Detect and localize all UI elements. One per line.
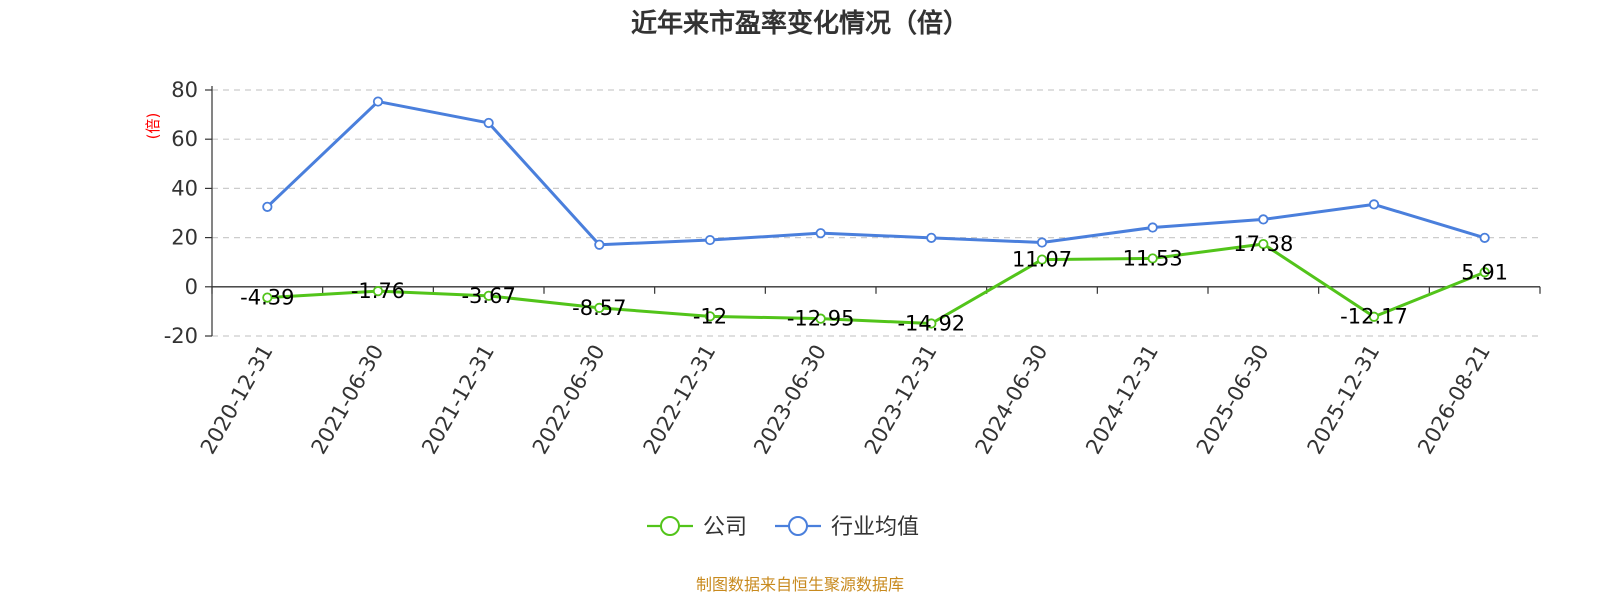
- x-tick-label: 2022-06-30: [528, 341, 610, 459]
- data-label-company: -12.17: [1340, 305, 1408, 329]
- data-point-industry-avg[interactable]: [926, 232, 937, 243]
- data-point-company[interactable]: [704, 311, 716, 322]
- data-point-industry-avg[interactable]: [1258, 214, 1269, 225]
- y-tick-label: -20: [164, 324, 198, 348]
- data-label-company: 11.07: [1012, 248, 1072, 272]
- x-tick-label: 2023-12-31: [860, 341, 942, 459]
- legend-item-industry-avg[interactable]: 行业均值: [775, 515, 919, 540]
- data-point-industry-avg[interactable]: [372, 96, 384, 107]
- x-tick-label: 2025-06-30: [1192, 341, 1274, 459]
- y-tick-label: 40: [171, 176, 198, 200]
- series-line-industry-avg: [266, 100, 1486, 247]
- x-tick-label: 2026-08-21: [1413, 341, 1495, 459]
- y-tick-label: 0: [185, 275, 198, 299]
- data-point-company[interactable]: [262, 292, 273, 303]
- data-point-industry-avg[interactable]: [704, 234, 716, 246]
- data-point-industry-avg[interactable]: [1147, 222, 1158, 233]
- data-point-company[interactable]: [1258, 238, 1269, 250]
- data-point-company[interactable]: [1147, 253, 1158, 264]
- x-tick-label: 2024-12-31: [1081, 341, 1163, 459]
- data-label-company: 17.38: [1233, 232, 1293, 256]
- data-point-company[interactable]: [594, 302, 605, 313]
- data-point-company[interactable]: [815, 313, 826, 324]
- grid-layer: [212, 89, 1540, 337]
- chart-title: 近年来市盈率变化情况（倍）: [631, 8, 969, 39]
- y-axis-unit: (倍): [144, 113, 162, 140]
- data-label-company: -12: [693, 304, 727, 328]
- legend-marker-icon: [660, 516, 680, 536]
- series-layer: [262, 96, 1490, 329]
- data-point-industry-avg[interactable]: [483, 117, 494, 129]
- data-point-industry-avg[interactable]: [262, 201, 273, 212]
- data-label-company: -8.57: [572, 296, 626, 320]
- y-tick-label: 80: [171, 78, 198, 102]
- data-point-industry-avg[interactable]: [1479, 232, 1490, 243]
- x-tick-label: 2021-12-31: [417, 341, 499, 459]
- x-tick-label: 2024-06-30: [971, 341, 1053, 459]
- data-point-company[interactable]: [372, 286, 384, 297]
- data-label-company: 11.53: [1123, 246, 1183, 270]
- data-label-company: 5.91: [1461, 260, 1508, 284]
- data-point-industry-avg[interactable]: [1368, 199, 1380, 210]
- data-point-company[interactable]: [1036, 254, 1048, 265]
- data-point-company[interactable]: [926, 318, 937, 329]
- x-tick-label: 2025-12-31: [1303, 341, 1385, 459]
- data-point-industry-avg[interactable]: [1036, 237, 1048, 248]
- legend-label: 行业均值: [831, 515, 919, 540]
- x-tick-label: 2023-06-30: [749, 341, 831, 459]
- data-point-industry-avg[interactable]: [594, 239, 605, 250]
- data-label-company: -14.92: [897, 312, 965, 336]
- x-tick-label: 2021-06-30: [307, 341, 389, 459]
- x-tick-label: 2022-12-31: [639, 341, 721, 459]
- legend-item-company[interactable]: 公司: [647, 515, 747, 540]
- legend-marker-icon: [788, 516, 808, 536]
- data-label-company: -3.67: [461, 284, 515, 308]
- data-source-note: 制图数据来自恒生聚源数据库: [696, 575, 904, 594]
- y-tick-label: 60: [171, 127, 198, 151]
- data-point-industry-avg[interactable]: [815, 228, 826, 239]
- series-line-company: [267, 242, 1486, 326]
- axis-layer: -20 0 20 40 60 80 2020-12-31 2021-06-30 2021-12-…: [164, 78, 1541, 459]
- data-label-company: -4.39: [240, 286, 294, 310]
- data-label-company: -12.95: [787, 307, 855, 331]
- x-tick-label: 2020-12-31: [196, 341, 278, 459]
- legend[interactable]: 公司 行业均值: [647, 515, 919, 540]
- data-point-company[interactable]: [483, 290, 494, 301]
- data-label-company: -1.76: [351, 279, 405, 303]
- y-tick-label: 20: [171, 226, 198, 250]
- data-point-company[interactable]: [1479, 267, 1490, 278]
- data-point-company[interactable]: [1368, 311, 1380, 322]
- data-label-layer: -4.39 -1.76 -3.67 -8.57 -12 -12.95 -14.92 11.07…: [240, 232, 1508, 335]
- legend-label: 公司: [703, 515, 747, 540]
